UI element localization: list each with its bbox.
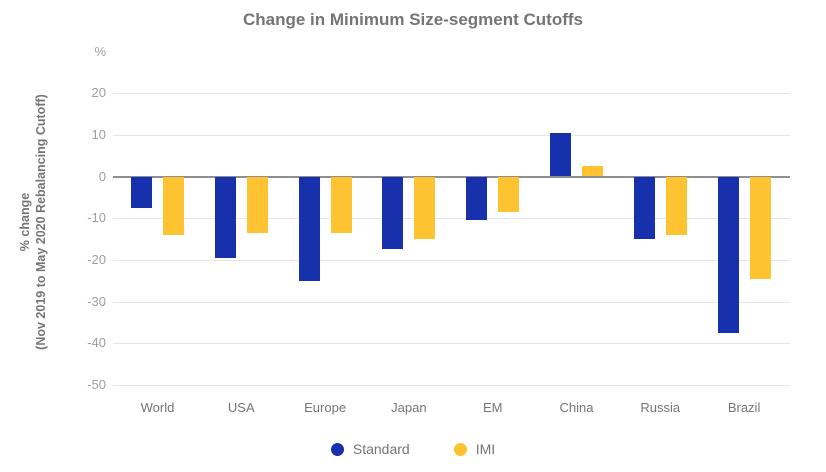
bar-standard-china[interactable] <box>550 132 571 177</box>
bar-imi-em[interactable] <box>498 176 520 212</box>
y-axis-title: % change (Nov 2019 to May 2020 Rebalanci… <box>17 42 49 402</box>
legend: Standard IMI <box>0 441 826 457</box>
gridline <box>113 301 790 303</box>
y-axis-unit-label: % <box>94 44 106 59</box>
legend-label: Standard <box>352 441 410 457</box>
y-tick-label: 10 <box>91 126 106 142</box>
gridline <box>113 259 790 261</box>
bar-standard-usa[interactable] <box>214 176 236 258</box>
y-tick-label: 20 <box>91 85 106 101</box>
x-axis-label-russia: Russia <box>640 400 681 415</box>
chart-title: Change in Minimum Size-segment Cutoffs <box>242 10 584 29</box>
gridline <box>113 93 790 95</box>
legend-item-imi[interactable]: IMI <box>453 441 496 457</box>
bar-imi-brazil[interactable] <box>749 176 771 279</box>
gridline <box>113 134 790 136</box>
bar-imi-usa[interactable] <box>246 176 268 233</box>
legend-item-standard[interactable]: Standard <box>330 441 410 457</box>
bar-imi-russia[interactable] <box>665 176 687 235</box>
x-axis-label-china: China <box>559 400 594 415</box>
x-axis-label-usa: USA <box>227 400 255 415</box>
y-tick-label: -30 <box>87 293 106 309</box>
y-tick-label: -20 <box>87 251 106 267</box>
gridline <box>113 343 790 345</box>
legend-label: IMI <box>475 441 496 457</box>
y-axis-title-line2: (Nov 2019 to May 2020 Rebalancing Cutoff… <box>34 94 48 350</box>
bar-imi-japan[interactable] <box>414 176 436 240</box>
legend-dot-icon <box>453 442 467 456</box>
y-tick-label: -50 <box>87 377 106 392</box>
bar-imi-world[interactable] <box>163 176 184 235</box>
y-tick-label: -10 <box>87 210 106 226</box>
plot-area: % 20 10 0 -10 -20 -30 -40 -50 World USA Europe Japa… <box>87 44 790 415</box>
bar-imi-europe[interactable] <box>330 176 352 233</box>
x-axis-label-europe: Europe <box>304 400 347 415</box>
y-tick-label: -40 <box>87 335 106 351</box>
y-tick-label: 0 <box>98 168 106 184</box>
x-axis-label-world: World <box>140 400 175 415</box>
y-axis-title-line1: % change <box>18 192 32 252</box>
bar-standard-russia[interactable] <box>633 176 655 240</box>
x-axis-label-em: EM <box>482 400 503 415</box>
bar-standard-europe[interactable] <box>298 176 320 281</box>
bar-imi-china[interactable] <box>582 166 603 177</box>
legend-dot-icon <box>330 442 344 456</box>
gridline <box>113 218 790 220</box>
bar-standard-world[interactable] <box>131 176 152 208</box>
bar-standard-japan[interactable] <box>382 176 404 250</box>
bar-standard-brazil[interactable] <box>717 176 739 333</box>
bar-standard-em[interactable] <box>466 176 488 221</box>
gridline <box>113 385 790 386</box>
x-axis-label-brazil: Brazil <box>727 400 761 415</box>
x-axis-label-japan: Japan <box>391 400 427 415</box>
zero-axis-line <box>113 175 790 178</box>
